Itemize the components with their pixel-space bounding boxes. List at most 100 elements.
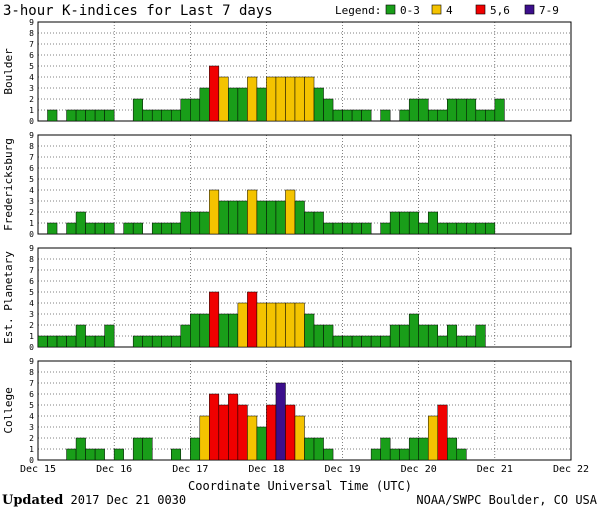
legend-swatch-2: [475, 4, 486, 15]
k-bar: [437, 109, 448, 122]
k-bar: [323, 222, 334, 235]
k-bar: [437, 335, 448, 348]
k-bar: [475, 109, 486, 122]
k-bar: [209, 393, 220, 461]
k-bar: [190, 313, 201, 348]
y-tick-label: 6: [29, 164, 34, 173]
k-bar: [142, 335, 153, 348]
y-tick-label: 2: [29, 321, 34, 330]
k-bar: [180, 324, 191, 348]
k-bar: [151, 109, 162, 122]
k-bar: [304, 76, 315, 122]
x-tick-labels: Dec 15 Dec 16 Dec 17 Dec 18 Dec 19 Dec 20 Dec …: [20, 464, 589, 475]
k-bar: [389, 324, 400, 348]
k-bar: [228, 200, 239, 235]
y-tick-label: 5: [29, 401, 34, 410]
k-bar: [123, 222, 134, 235]
k-bar: [247, 291, 258, 348]
k-bar: [427, 211, 439, 235]
k-bar: [266, 404, 277, 461]
k-bar: [171, 335, 182, 348]
k-bar: [190, 98, 201, 122]
y-tick-label: 3: [29, 197, 34, 206]
k-bar: [361, 222, 372, 235]
k-bar: [304, 211, 315, 235]
k-bar: [56, 335, 67, 348]
k-bar: [256, 87, 267, 122]
k-bar: [313, 87, 324, 122]
k-bar: [47, 335, 58, 348]
k-bar: [266, 302, 277, 348]
k-bar: [456, 448, 467, 461]
k-bar: [132, 98, 143, 122]
k-bar: [342, 335, 353, 348]
k-bar: [304, 437, 315, 461]
y-tick-label: 2: [29, 208, 34, 217]
k-bar: [408, 313, 419, 348]
k-bar: [456, 98, 467, 122]
y-tick-label: 5: [29, 288, 34, 297]
k-bar: [37, 335, 48, 348]
y-tick-label: 4: [29, 299, 34, 308]
k-bar: [427, 324, 439, 348]
panel-title: College: [2, 387, 15, 433]
k-bar: [237, 87, 248, 122]
y-tick-label: 0: [29, 230, 34, 239]
k-bar: [294, 415, 305, 461]
k-bar: [275, 382, 286, 461]
k-bar: [389, 448, 400, 461]
y-tick-label: 5: [29, 175, 34, 184]
k-bar: [304, 313, 315, 348]
y-tick-label: 1: [29, 445, 34, 454]
k-bar: [228, 313, 239, 348]
k-bar: [361, 109, 372, 122]
panel-1: 0 1 2 3 4 5 6 7 8 9 Fredericksburg: [2, 131, 572, 239]
k-bar: [285, 189, 296, 235]
k-bar: [104, 222, 115, 235]
k-bar: [66, 448, 77, 461]
y-tick-label: 7: [29, 40, 34, 49]
legend-item-label-1: 4: [446, 4, 453, 17]
y-tick-label: 8: [29, 368, 34, 377]
k-bar: [161, 109, 172, 122]
k-bar: [104, 109, 115, 122]
k-bar: [180, 98, 191, 122]
k-bar: [94, 448, 105, 461]
panel-0: 0 1 2 3 4 5 6 7 8 9 Boulder: [2, 18, 572, 126]
k-bar: [447, 98, 458, 122]
x-tick-label: Dec 17: [172, 464, 208, 475]
x-tick-label: Dec 20: [401, 464, 437, 475]
k-bar: [218, 313, 229, 348]
y-tick-label: 4: [29, 186, 34, 195]
k-bar: [94, 335, 105, 348]
k-bar: [256, 302, 267, 348]
k-bar: [256, 426, 267, 461]
y-tick-label: 0: [29, 456, 34, 465]
k-bar: [275, 302, 286, 348]
k-bar: [218, 200, 229, 235]
k-bar: [247, 76, 258, 122]
k-bar: [380, 437, 391, 461]
k-bar: [190, 211, 201, 235]
k-bar: [228, 393, 239, 461]
y-tick-label: 1: [29, 219, 34, 228]
k-bar: [209, 65, 220, 122]
x-tick-label: Dec 16: [96, 464, 132, 475]
k-bar: [266, 76, 277, 122]
y-tick-label: 4: [29, 412, 34, 421]
panels: 0 1 2 3 4 5 6 7 8 9 Boulder 0 1 2 3 4 5 6 7 8 9 Fredericksbur…: [2, 18, 572, 465]
k-bar: [85, 335, 96, 348]
k-bar: [285, 302, 296, 348]
y-tick-label: 8: [29, 255, 34, 264]
footer-source: NOAA/SWPC Boulder, CO USA: [416, 493, 597, 507]
panel-title: Boulder: [2, 48, 15, 95]
k-bar: [247, 189, 258, 235]
k-bar: [475, 324, 486, 348]
k-bar: [75, 211, 86, 235]
k-bar: [332, 335, 343, 348]
k-bar: [47, 222, 58, 235]
y-tick-label: 3: [29, 84, 34, 93]
y-tick-label: 9: [29, 18, 34, 27]
k-bar: [370, 335, 381, 348]
